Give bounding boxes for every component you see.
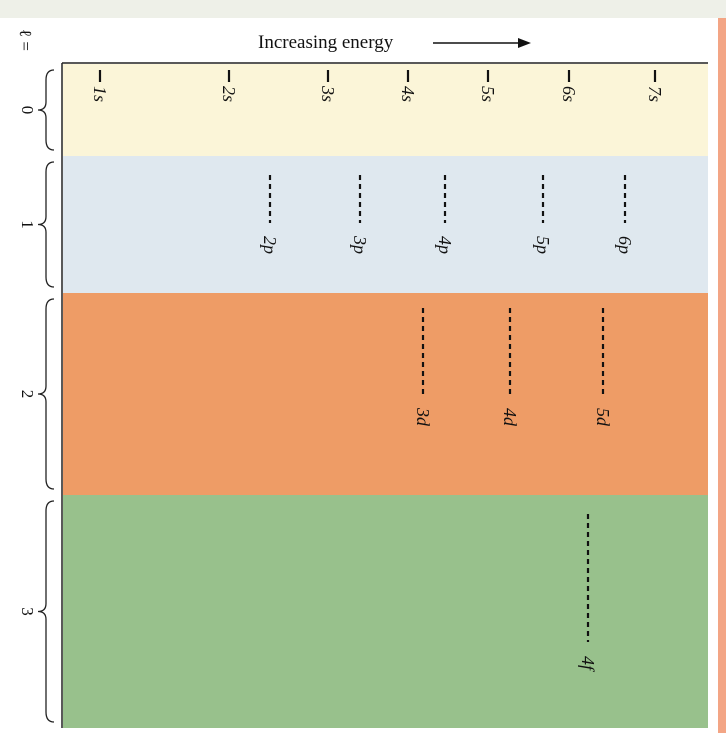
level-3s: 3s <box>318 70 338 102</box>
level-4f: 4f <box>578 514 598 673</box>
energy-axis: Increasing energy <box>258 32 531 53</box>
orbital-label-4f: 4f <box>578 656 598 673</box>
level-5p: 5p <box>533 175 553 254</box>
orbital-label-2s: 2s <box>219 86 239 102</box>
orbital-label-5d: 5d <box>593 408 613 427</box>
l-value-3: 3 <box>18 607 37 616</box>
level-7s: 7s <box>645 70 665 102</box>
level-5s: 5s <box>478 70 498 102</box>
level-4p: 4p <box>435 175 455 254</box>
l-value-2: 2 <box>18 390 37 399</box>
level-4d: 4d <box>500 308 520 427</box>
energy-arrow-icon <box>433 38 531 48</box>
band-l2 <box>63 293 708 495</box>
brace-l0 <box>37 69 55 151</box>
l-value-0: 0 <box>18 106 37 115</box>
level-6s: 6s <box>559 70 579 102</box>
orbital-levels: 1s 2s 3s 4s 5s 6s 7s 2p 3p 4p 5p 6p 3d 4d 5d 4f <box>90 70 665 673</box>
orbital-label-5s: 5s <box>478 86 498 102</box>
orbital-label-4p: 4p <box>435 236 455 254</box>
orbital-label-3d: 3d <box>413 407 433 427</box>
level-2s: 2s <box>219 70 239 102</box>
top-strip <box>0 0 726 18</box>
level-2p: 2p <box>260 175 280 254</box>
l-value-1: 1 <box>18 220 37 229</box>
right-edge <box>718 18 726 733</box>
orbital-label-6p: 6p <box>615 236 635 254</box>
brace-l2 <box>37 298 55 490</box>
level-4s: 4s <box>398 70 418 102</box>
orbital-label-7s: 7s <box>645 86 665 102</box>
band-l0 <box>63 64 708 156</box>
energy-axis-label: Increasing energy <box>258 32 394 53</box>
l-axis-label: ℓ = <box>16 29 35 51</box>
orbital-label-1s: 1s <box>90 86 110 102</box>
brace-l3 <box>37 500 55 723</box>
orbital-label-3p: 3p <box>350 235 370 254</box>
band-l1 <box>63 156 708 293</box>
sublevel-bands <box>63 64 708 728</box>
level-3p: 3p <box>350 175 370 254</box>
brace-l1 <box>37 161 55 288</box>
orbital-label-4d: 4d <box>500 408 520 427</box>
orbital-label-2p: 2p <box>260 236 280 254</box>
level-3d: 3d <box>413 308 433 427</box>
level-5d: 5d <box>593 308 613 427</box>
level-6p: 6p <box>615 175 635 254</box>
l-braces: 0 1 2 3 <box>18 69 55 723</box>
band-l3 <box>63 495 708 728</box>
orbital-label-4s: 4s <box>398 86 418 102</box>
orbital-label-5p: 5p <box>533 236 553 254</box>
orbital-label-3s: 3s <box>318 85 338 102</box>
orbital-label-6s: 6s <box>559 86 579 102</box>
level-1s: 1s <box>90 70 110 102</box>
